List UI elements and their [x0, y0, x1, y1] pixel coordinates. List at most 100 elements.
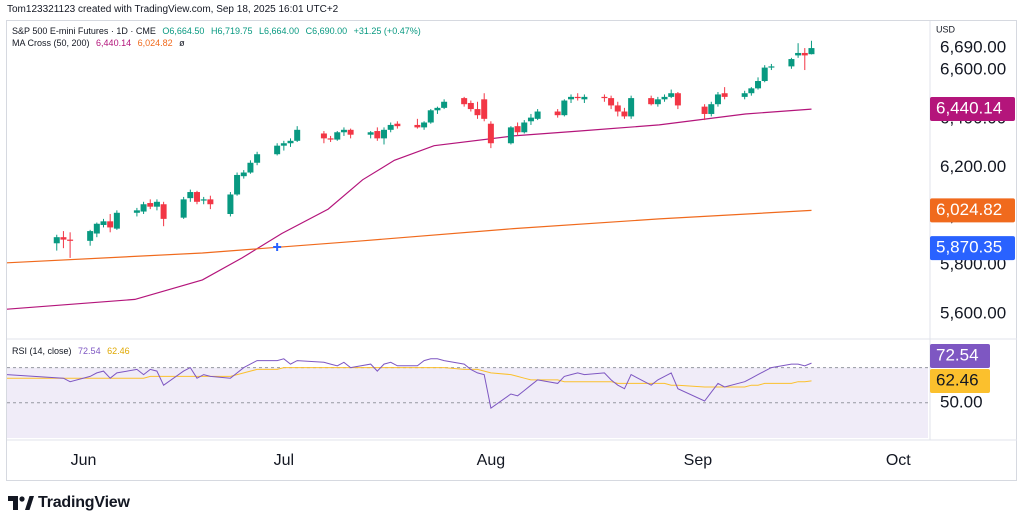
candle-body[interactable]	[795, 52, 802, 56]
candle-body[interactable]	[394, 123, 401, 127]
rsi-indicator-name[interactable]: RSI (14, close)	[12, 346, 72, 356]
time-axis-label-oct: Oct	[886, 452, 911, 469]
candle-body[interactable]	[374, 131, 381, 139]
candle-body[interactable]	[387, 124, 394, 130]
candle-body[interactable]	[180, 199, 187, 218]
candle-body[interactable]	[113, 212, 120, 229]
candle-body[interactable]	[140, 204, 147, 212]
rsi-ma-value: 62.46	[107, 346, 130, 356]
candle-body[interactable]	[327, 138, 334, 140]
ma-legend: MA Cross (50, 200) 6,440.14 6,024.82 ø	[12, 38, 189, 48]
candle-body[interactable]	[554, 111, 561, 116]
candle-body[interactable]	[254, 154, 261, 163]
candle-body[interactable]	[340, 129, 347, 133]
time-axis-label-aug: Aug	[477, 452, 505, 469]
candle-body[interactable]	[801, 52, 808, 56]
candle-body[interactable]	[287, 140, 294, 144]
candle-body[interactable]	[153, 201, 160, 207]
close-value: C6,690.00	[305, 26, 348, 36]
rsi-value: 72.54	[78, 346, 101, 356]
candle-body[interactable]	[668, 93, 675, 97]
candle-body[interactable]	[674, 93, 681, 106]
candle-body[interactable]	[507, 127, 514, 144]
candle-body[interactable]	[608, 98, 615, 106]
candle-body[interactable]	[487, 123, 494, 144]
candle-body[interactable]	[714, 94, 721, 105]
candle-body[interactable]	[481, 99, 488, 119]
candle-body[interactable]	[294, 129, 301, 141]
candle-body[interactable]	[761, 67, 768, 82]
candle-body[interactable]	[581, 96, 588, 100]
candle-body[interactable]	[654, 99, 661, 105]
symbol-label[interactable]: S&P 500 E-mini Futures · 1D · CME	[12, 26, 156, 36]
candle-body[interactable]	[334, 132, 341, 140]
candle-body[interactable]	[741, 93, 748, 97]
candle-body[interactable]	[514, 126, 521, 133]
candle-body[interactable]	[200, 199, 207, 201]
ma-indicator-name[interactable]: MA Cross (50, 200)	[12, 38, 90, 48]
candle-body[interactable]	[701, 106, 708, 114]
candle-body[interactable]	[320, 133, 327, 139]
candle-body[interactable]	[788, 59, 795, 67]
candle-body[interactable]	[87, 231, 94, 241]
candle-body[interactable]	[474, 109, 481, 116]
currency-label: USD	[936, 24, 956, 34]
candle-body[interactable]	[414, 124, 421, 128]
candle-body[interactable]	[227, 194, 234, 214]
candle-body[interactable]	[601, 96, 608, 99]
tradingview-logo[interactable]: TradingView	[8, 494, 130, 512]
candle-body[interactable]	[421, 122, 428, 128]
candle-body[interactable]	[721, 93, 728, 97]
candle-body[interactable]	[434, 107, 441, 111]
candle-body[interactable]	[628, 98, 635, 117]
time-axis-label-jun: Jun	[71, 452, 97, 469]
candle-body[interactable]	[427, 110, 434, 123]
candle-body[interactable]	[240, 172, 247, 177]
price-tag-ma_fast	[930, 97, 1015, 122]
price-axis-tick: 5,600.00	[940, 304, 1006, 323]
candle-body[interactable]	[107, 221, 114, 228]
candle-body[interactable]	[194, 192, 201, 202]
candle-body[interactable]	[53, 237, 60, 244]
rsi-line	[6, 358, 812, 409]
candle-body[interactable]	[561, 100, 568, 116]
candle-body[interactable]	[147, 203, 154, 207]
candle-body[interactable]	[521, 122, 528, 133]
candle-body[interactable]	[661, 96, 668, 100]
candle-body[interactable]	[187, 192, 194, 199]
candle-body[interactable]	[93, 223, 100, 234]
candle-body[interactable]	[234, 174, 241, 195]
candle-body[interactable]	[160, 204, 167, 219]
candle-body[interactable]	[100, 221, 107, 225]
candle-body[interactable]	[621, 111, 628, 117]
rsi-legend: RSI (14, close) 72.54 62.46	[12, 346, 134, 356]
candle-body[interactable]	[347, 129, 354, 135]
candle-body[interactable]	[381, 129, 388, 139]
candle-body[interactable]	[461, 98, 468, 105]
candle-body[interactable]	[648, 98, 655, 105]
candle-body[interactable]	[808, 48, 815, 55]
candle-body[interactable]	[207, 199, 214, 205]
candle-body[interactable]	[568, 96, 575, 100]
candle-body[interactable]	[614, 105, 621, 112]
candle-body[interactable]	[748, 88, 755, 94]
candle-body[interactable]	[247, 162, 254, 173]
candle-body[interactable]	[467, 102, 474, 110]
candle-body[interactable]	[367, 132, 374, 135]
candle-body[interactable]	[441, 101, 448, 108]
candle-body[interactable]	[67, 239, 74, 241]
candle-body[interactable]	[534, 111, 541, 119]
candle-body[interactable]	[574, 96, 581, 99]
candle-body[interactable]	[274, 145, 281, 155]
price-axis-tick: 6,200.00	[940, 157, 1006, 176]
candle-body[interactable]	[60, 237, 67, 240]
candle-body[interactable]	[133, 210, 140, 213]
tradingview-brand: TradingView	[38, 494, 130, 511]
candle-body[interactable]	[755, 81, 762, 89]
candle-body[interactable]	[527, 117, 534, 122]
ma-fast-value: 6,440.14	[96, 38, 132, 48]
candle-body[interactable]	[708, 104, 715, 114]
candle-body[interactable]	[280, 143, 287, 146]
candle-body[interactable]	[768, 66, 775, 68]
